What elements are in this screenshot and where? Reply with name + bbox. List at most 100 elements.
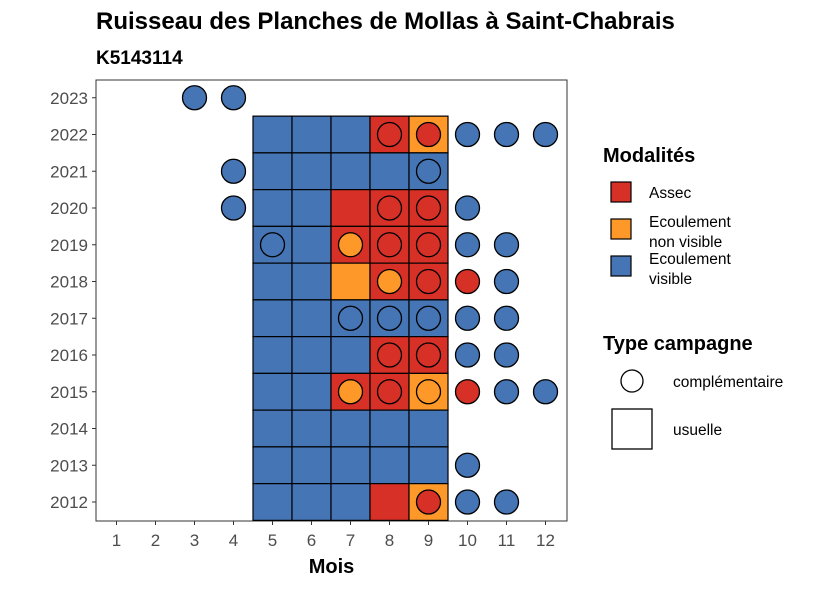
tile-2013-9 xyxy=(408,446,449,485)
point-2016-11 xyxy=(493,342,520,368)
tile-2022-7 xyxy=(330,115,371,154)
legend-label-usuelle: usuelle xyxy=(673,422,722,439)
y-axis: 2012 2013 2014 2015 2016 2017 2018 2019 2020 2021… xyxy=(50,89,96,512)
tile-2016-5 xyxy=(252,336,293,374)
y-tick-label-2012: 2012 xyxy=(50,493,88,512)
x-tick-label-9: 9 xyxy=(424,531,433,550)
point-2020-4 xyxy=(220,195,247,221)
y-tick-label-2013: 2013 xyxy=(50,456,88,475)
point-2019-9 xyxy=(415,232,442,258)
point-2015-12 xyxy=(532,379,559,405)
tile-2015-5 xyxy=(252,372,293,411)
y-tick-label-2021: 2021 xyxy=(50,162,88,181)
legend-key-non_visible xyxy=(610,218,632,240)
tile-2012-8 xyxy=(369,483,410,521)
tile-2014-9 xyxy=(408,409,449,448)
x-tick-label-5: 5 xyxy=(268,531,277,550)
tile-2018-5 xyxy=(252,262,293,301)
point-2012-9 xyxy=(415,489,442,515)
point-2022-12 xyxy=(532,121,559,148)
point-2015-7 xyxy=(337,379,364,405)
x-tick-label-2: 2 xyxy=(151,531,160,550)
x-tick-label-11: 11 xyxy=(498,531,516,550)
point-2023-4 xyxy=(220,85,247,111)
tile-2022-6 xyxy=(291,115,332,154)
legend-label-visible-0: Ecoulement xyxy=(649,251,732,268)
point-2015-10 xyxy=(454,379,481,405)
y-tick-label-2017: 2017 xyxy=(50,309,88,328)
y-tick-label-2014: 2014 xyxy=(50,420,88,439)
legend-key-assec xyxy=(610,181,632,203)
point-2012-11 xyxy=(493,489,520,515)
tile-2018-6 xyxy=(291,262,332,301)
tile-2021-8 xyxy=(369,152,410,191)
point-2017-11 xyxy=(493,305,520,331)
legend-label-assec-0: Assec xyxy=(649,185,691,202)
y-tick-label-2016: 2016 xyxy=(50,346,88,365)
point-2022-9 xyxy=(415,121,442,148)
legend-key-usuelle xyxy=(611,408,653,450)
point-2019-8 xyxy=(376,232,403,258)
point-2022-8 xyxy=(376,121,403,148)
point-2012-10 xyxy=(454,489,481,515)
point-2019-10 xyxy=(454,232,481,258)
tile-2020-6 xyxy=(291,189,332,227)
point-2018-11 xyxy=(493,268,520,295)
tile-2014-7 xyxy=(330,409,371,448)
tile-2013-5 xyxy=(252,446,293,485)
tile-2013-6 xyxy=(291,446,332,485)
legend-key-complementaire xyxy=(620,369,644,393)
point-2020-10 xyxy=(454,195,481,221)
point-2019-11 xyxy=(493,232,520,258)
point-2021-9 xyxy=(415,158,442,184)
y-tick-label-2023: 2023 xyxy=(50,89,88,108)
point-2015-8 xyxy=(376,379,403,405)
x-axis-title: Mois xyxy=(309,556,355,578)
point-2019-7 xyxy=(337,232,364,258)
tile-2012-6 xyxy=(291,483,332,521)
point-2016-9 xyxy=(415,342,442,368)
tile-2017-6 xyxy=(291,299,332,338)
legend-label-non_visible-0: Ecoulement xyxy=(649,214,732,231)
x-tick-label-10: 10 xyxy=(458,531,477,550)
x-tick-label-7: 7 xyxy=(346,531,355,550)
legend-label-complementaire: complémentaire xyxy=(673,374,783,391)
point-2022-11 xyxy=(493,121,520,148)
tile-2018-7 xyxy=(330,262,371,301)
tile-2015-6 xyxy=(291,372,332,411)
tile-2016-6 xyxy=(291,336,332,374)
point-2020-9 xyxy=(415,195,442,221)
point-2018-9 xyxy=(415,268,442,295)
point-2016-8 xyxy=(376,342,403,368)
point-2021-4 xyxy=(220,158,247,184)
chart-subtitle: K5143114 xyxy=(96,48,183,69)
point-2020-8 xyxy=(376,195,403,221)
tile-2017-5 xyxy=(252,299,293,338)
x-tick-label-1: 1 xyxy=(112,531,121,550)
point-2017-8 xyxy=(376,305,403,331)
y-tick-label-2015: 2015 xyxy=(50,383,88,402)
y-tick-label-2020: 2020 xyxy=(50,199,88,218)
point-2016-10 xyxy=(454,342,481,368)
tile-2012-5 xyxy=(252,483,293,521)
x-axis: 1 2 3 4 5 6 7 8 9 10 11 12 xyxy=(112,521,555,550)
y-tick-label-2019: 2019 xyxy=(50,236,88,255)
chart-title: Ruisseau des Planches de Mollas à Saint-… xyxy=(96,8,675,35)
x-tick-label-12: 12 xyxy=(536,531,555,550)
point-2017-9 xyxy=(415,305,442,331)
x-tick-label-4: 4 xyxy=(229,531,238,550)
legend-modalites-title: Modalités xyxy=(603,145,695,167)
tile-2020-7 xyxy=(330,189,371,227)
tile-2014-5 xyxy=(252,409,293,448)
tile-2014-6 xyxy=(291,409,332,448)
tile-2021-7 xyxy=(330,152,371,191)
x-tick-label-8: 8 xyxy=(385,531,394,550)
point-2019-5 xyxy=(259,232,286,258)
tile-2013-8 xyxy=(369,446,410,485)
y-tick-label-2022: 2022 xyxy=(50,126,88,145)
x-tick-label-6: 6 xyxy=(307,531,316,550)
legend-label-visible-1: visible xyxy=(649,271,692,288)
tile-2013-7 xyxy=(330,446,371,485)
